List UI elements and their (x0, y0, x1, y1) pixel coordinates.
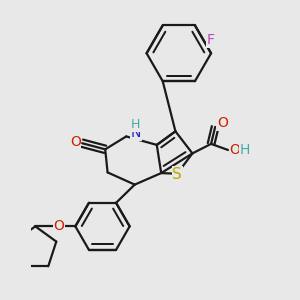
Text: O: O (70, 134, 81, 148)
Text: F: F (207, 33, 215, 47)
Text: H: H (131, 118, 140, 131)
Text: O: O (230, 143, 241, 157)
Text: O: O (54, 219, 64, 233)
Text: H: H (239, 143, 250, 157)
Text: S: S (172, 167, 182, 182)
Text: O: O (217, 116, 228, 130)
Text: N: N (131, 126, 141, 140)
